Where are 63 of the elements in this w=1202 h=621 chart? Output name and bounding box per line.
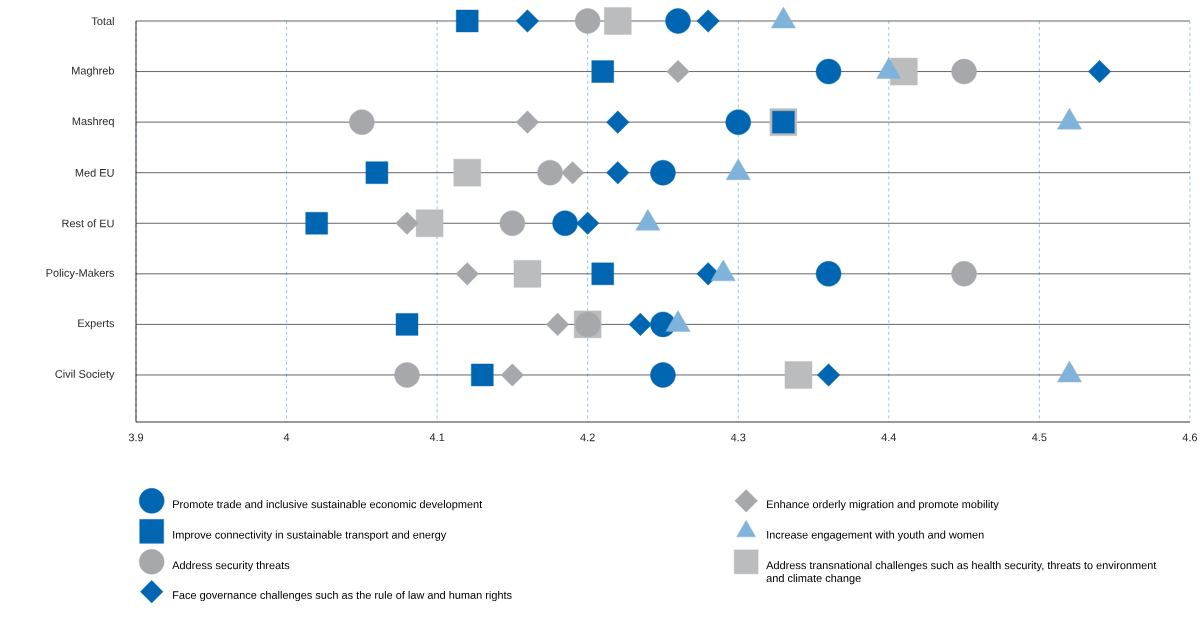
point [513,260,542,288]
point [453,158,481,187]
point [650,362,676,388]
point [471,363,494,387]
legend-label: Promote trade and inclusive sustainable economic development [173,500,483,511]
point [696,9,720,33]
point [395,211,419,235]
point [591,60,614,83]
point [515,110,539,134]
point [576,211,600,235]
x-tick-label: 4.1 [429,433,445,442]
point [349,109,375,135]
point [415,209,444,237]
point [815,261,842,287]
point [666,60,690,84]
legend-label: Improve connectivity in sustainable transport and energy [173,530,447,541]
point [499,210,526,236]
x-tick-label: 4.5 [1031,433,1047,442]
y-tick-label: Experts [78,319,115,330]
legend-label: Enhance orderly migration and promote mobility [767,500,999,511]
legend-label: Address security threats [172,561,290,572]
point [606,161,630,185]
x-tick-label: 3.9 [128,433,144,442]
point [395,313,419,336]
x-tick-label: 4.3 [730,433,746,442]
legend-label: Address transnational challenges such as health security, threats to environment and climate change [766,561,1157,585]
point [725,109,751,135]
point [951,261,977,287]
point [305,212,328,235]
x-tick-label: 4.6 [1182,433,1198,442]
y-tick-label: Mashreq [72,117,114,128]
point [561,161,585,185]
point [500,363,524,387]
point [817,363,841,387]
y-tick-label: Total [91,16,114,26]
point [456,9,479,33]
point [665,8,691,34]
x-tick-label: 4.4 [881,433,897,442]
point [574,8,601,34]
x-tick-label: 4 [283,433,290,442]
y-tick-label: Med EU [75,168,114,177]
point [365,161,389,184]
legend-label: Increase engagement with youth and women [767,530,984,541]
point [784,361,813,389]
point [546,312,570,336]
point [951,58,977,85]
point [606,110,630,134]
y-tick-label: Maghreb [72,66,115,77]
y-tick-label: Policy-Makers [46,268,115,279]
point [537,159,563,186]
point [394,362,420,388]
point [455,262,479,286]
point [815,58,842,85]
point [604,7,632,35]
point [628,312,652,336]
point [1088,60,1112,84]
point [591,262,614,286]
y-tick-label: Rest of EU [62,219,114,228]
point [650,159,676,186]
point [552,210,578,236]
legend-label: Face governance challenges such as the rule of law and human rights [173,590,512,602]
y-tick-label: Civil Society [55,369,115,381]
x-tick-label: 4.2 [580,433,595,442]
